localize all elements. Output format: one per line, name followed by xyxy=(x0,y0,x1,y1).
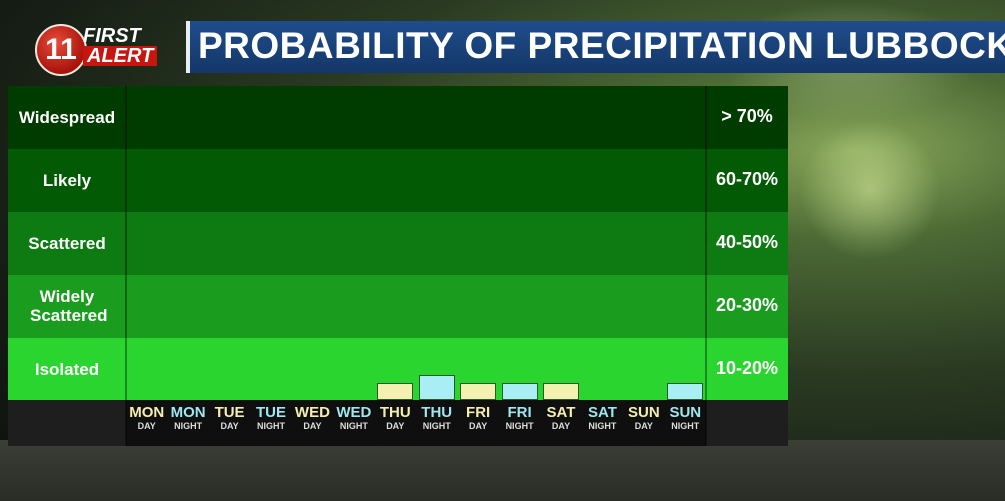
background-glow-right xyxy=(800,120,940,260)
x-tick-day: FRI xyxy=(466,404,491,421)
x-tick-day: FRI xyxy=(507,404,532,421)
logo-line-first: FIRST xyxy=(83,25,141,47)
bar-fri-day xyxy=(460,383,497,400)
x-tick-period: NIGHT xyxy=(339,421,368,431)
x-tick-mon-night: MON NIGHT xyxy=(168,405,208,432)
logo-line-alert: ALERT xyxy=(83,46,158,66)
x-tick-day: TUE xyxy=(256,404,286,421)
x-tick-wed-night: WED NIGHT xyxy=(334,405,374,432)
x-tick-period: NIGHT xyxy=(588,421,617,431)
x-tick-mon-day: MON DAY xyxy=(127,405,167,432)
band-range: 40-50% xyxy=(715,232,779,252)
x-tick-period: NIGHT xyxy=(671,421,700,431)
x-tick-wed-day: WED DAY xyxy=(292,405,332,432)
x-tick-period: NIGHT xyxy=(422,421,451,431)
x-tick-period: DAY xyxy=(634,421,653,431)
x-tick-day: TUE xyxy=(214,404,245,421)
bar-thu-day xyxy=(377,383,414,400)
band-label: Widely Scattered xyxy=(30,287,108,325)
x-tick-period: NIGHT xyxy=(505,421,534,431)
band-range: 10-20% xyxy=(715,358,779,378)
station-logo: 11 FIRST ALERT xyxy=(35,24,175,76)
background-ground xyxy=(0,440,1005,501)
band-range: 20-30% xyxy=(715,295,779,315)
x-tick-day: SUN xyxy=(628,404,660,421)
x-tick-period: DAY xyxy=(551,421,571,431)
x-tick-day: MON xyxy=(129,404,165,421)
band-likely: Likely 60-70% xyxy=(8,149,788,212)
x-tick-day: SUN xyxy=(669,404,702,421)
x-tick-period: DAY xyxy=(469,421,488,431)
x-tick-day: WED xyxy=(336,404,372,421)
x-tick-period: NIGHT xyxy=(257,421,285,431)
band-label: Isolated xyxy=(34,360,100,379)
x-tick-day: SAT xyxy=(546,404,576,421)
band-label: Scattered xyxy=(28,234,106,253)
title-bar: PROBABILITY OF PRECIPITATION LUBBOCK xyxy=(186,21,1005,73)
bar-sat-day xyxy=(543,383,579,400)
band-label: Likely xyxy=(42,171,92,190)
x-tick-period: DAY xyxy=(386,421,405,431)
bar-fri-night xyxy=(501,383,538,400)
bar-sun-night xyxy=(667,383,704,400)
band-label: Widespread xyxy=(18,108,116,127)
x-tick-sun-night: SUN NIGHT xyxy=(665,405,705,432)
logo-wordmark: FIRST ALERT xyxy=(83,25,158,68)
x-tick-period: NIGHT xyxy=(174,421,203,431)
bar-thu-night xyxy=(418,375,455,400)
x-tick-day: SAT xyxy=(587,404,617,421)
page-title: PROBABILITY OF PRECIPITATION LUBBOCK xyxy=(198,25,1005,66)
x-tick-sun-day: SUN DAY xyxy=(624,405,664,432)
x-axis-row xyxy=(8,400,788,446)
band-range: > 70% xyxy=(721,106,773,126)
band-scattered: Scattered 40-50% xyxy=(8,212,788,275)
right-divider xyxy=(705,86,707,446)
band-range: 60-70% xyxy=(715,169,779,189)
x-tick-day: MON xyxy=(170,404,206,421)
band-widespread: Widespread > 70% xyxy=(8,86,788,149)
x-tick-sat-night: SAT NIGHT xyxy=(582,405,622,432)
x-tick-period: DAY xyxy=(137,421,156,431)
x-tick-sat-day: SAT DAY xyxy=(541,405,581,432)
x-tick-thu-day: THU DAY xyxy=(375,405,415,432)
x-tick-period: DAY xyxy=(220,421,239,431)
logo-number-badge: 11 xyxy=(35,24,87,76)
x-tick-day: THU xyxy=(379,404,411,421)
x-tick-thu-night: THU NIGHT xyxy=(417,405,457,432)
x-axis-area xyxy=(126,400,706,446)
x-tick-tue-day: TUE DAY xyxy=(210,405,250,432)
band-widely-scattered: Widely Scattered 20-30% xyxy=(8,275,788,338)
precipitation-chart: Isolated 10-20% Widely Scattered 20-30% Scat… xyxy=(8,86,788,446)
x-tick-day: WED xyxy=(294,404,330,421)
left-divider xyxy=(125,86,127,446)
x-tick-fri-day: FRI DAY xyxy=(458,405,498,432)
x-tick-period: DAY xyxy=(303,421,322,431)
x-tick-day: THU xyxy=(421,404,453,421)
x-tick-tue-night: TUE NIGHT xyxy=(251,405,291,432)
x-tick-fri-night: FRI NIGHT xyxy=(500,405,540,432)
